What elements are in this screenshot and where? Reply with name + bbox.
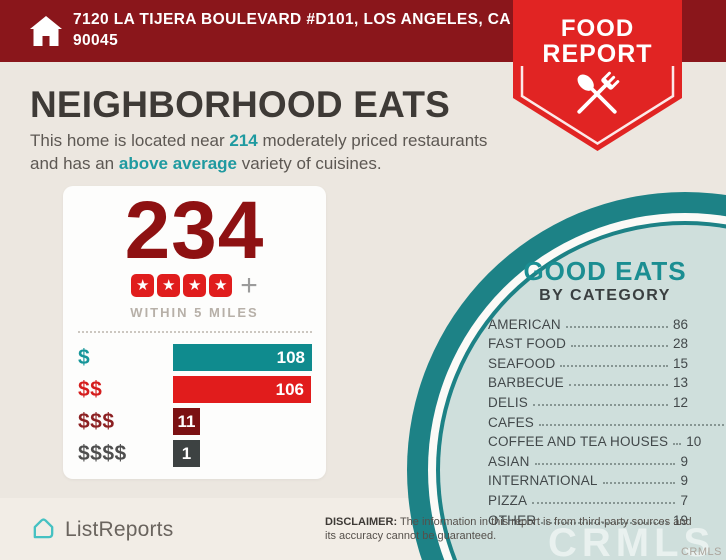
category-row: COFFEE AND TEA HOUSES 10 [488,430,701,450]
dot-leader [571,345,668,348]
category-value: 86 [672,316,688,332]
category-value: 7 [680,492,688,508]
price-tier-label: $$$ [78,409,115,433]
dot-leader [532,501,676,504]
good-eats-title: GOOD EATS [523,256,687,286]
category-label: INTERNATIONAL [488,473,598,489]
category-label: DELIS [488,394,529,410]
star-icon: ★ [131,274,155,297]
dot-leader [533,403,668,406]
plus-sign: + [240,269,258,302]
summary-card: 234 ★ ★ ★ ★ + WITHIN 5 MILES $ 108 $$ 10… [63,186,326,479]
disclaimer: DISCLAIMER: The information in this repo… [325,516,697,544]
category-row: INTERNATIONAL 9 [488,469,688,489]
dotted-divider [78,331,312,333]
category-row: PIZZA 7 [488,488,688,508]
dot-leader [568,384,668,387]
bar-row: $ 108 [78,344,312,371]
page-title: NEIGHBORHOOD EATS [30,84,451,125]
brand-name: ListReports [65,518,174,541]
food-report-ribbon: FOOD REPORT [513,0,682,156]
listreports-logo: ListReports [30,514,173,546]
intro-seg-5: variety of cuisines. [237,153,382,173]
category-value: 13 [672,375,688,391]
price-bar: 108 [172,344,312,371]
category-value: 15 [672,355,688,371]
property-address: 7120 LA TIJERA BOULEVARD #D101, LOS ANGE… [73,10,523,52]
home-icon [29,14,63,53]
disclaimer-label: DISCLAIMER: [325,516,398,528]
category-value: 10 [686,434,702,450]
category-value: 28 [672,336,688,352]
category-row: OTHER 19 [488,508,688,528]
category-label: COFFEE AND TEA HOUSES [488,434,669,450]
by-category-subtitle: BY CATEGORY [539,287,671,304]
price-tier-label: $ [78,345,91,369]
bar-value: 106 [275,379,304,399]
category-row: AMERICAN 86 [488,312,688,332]
bar-row: $$ 106 [78,376,312,403]
ribbon-banner-shape [513,0,682,151]
category-list: AMERICAN 86 FAST FOOD 28 SEAFOOD 15 BARBECU… [488,312,726,528]
restaurant-count-highlight: 214 [229,131,258,150]
category-label: AMERICAN [488,316,561,332]
dot-leader [539,423,726,426]
category-value: 12 [672,394,688,410]
dot-leader [541,521,668,524]
category-value: 19 [672,512,688,528]
category-row: DELIS 12 [488,390,688,410]
star-icon: ★ [157,274,181,297]
bar-value: 108 [276,347,305,367]
address-line-2: 90045 [73,31,119,49]
category-label: CAFES [488,414,535,430]
watermark-crmls: CRMLS [548,521,716,560]
dot-leader [560,364,668,367]
corner-crmls: CRMLS [680,546,722,558]
category-row: ASIAN 9 [488,449,688,469]
ribbon-title-report: REPORT [542,40,653,68]
bar-row: $$$$ 1 [78,440,312,467]
price-bar: 11 [173,408,200,435]
category-label: BARBECUE [488,375,564,391]
address-line-1: 7120 LA TIJERA BOULEVARD #D101, LOS ANGE… [73,11,511,28]
star-icon: ★ [209,274,233,297]
price-bar: 106 [173,376,311,403]
category-label: SEAFOOD [488,355,556,371]
ribbon-title-food: FOOD [560,15,635,42]
dot-leader [565,325,668,328]
intro-text: This home is located near 214 moderately… [30,130,512,176]
category-label: ASIAN [488,453,530,469]
category-value: 9 [680,453,688,469]
price-tier-label: $$$$ [78,441,127,465]
category-row: CAFES [488,410,726,430]
bar-value: 11 [177,411,196,431]
category-label: PIZZA [488,492,528,508]
within-miles-label: WITHIN 5 MILES [130,305,259,320]
star-rating: ★ ★ ★ ★ + [63,269,326,302]
category-label: FAST FOOD [488,336,567,352]
category-label: OTHER [488,512,537,528]
bar-value: 1 [181,443,192,463]
category-row: FAST FOOD 28 [488,332,688,352]
category-row: BARBECUE 13 [488,371,688,391]
category-row: SEAFOOD 15 [488,351,688,371]
price-bar: 1 [173,440,200,467]
category-value: 9 [680,473,688,489]
intro-seg-1: This home is located near [30,131,230,150]
disclaimer-text: The information in this report is from t… [325,516,692,542]
dot-leader [534,462,676,465]
bar-row: $$$ 11 [78,408,312,435]
total-restaurants-count: 234 [124,185,265,276]
price-tier-bar-chart: $ 108 $$ 106 $$$ 11 $$$$ 1 [78,344,312,472]
variety-highlight: above average [118,153,237,173]
listreports-home-icon [30,514,57,546]
star-icon: ★ [183,274,207,297]
crossed-spoon-fork-icon [566,64,628,129]
price-tier-label: $$ [78,377,103,401]
intro-seg-3: moderately priced restaurants and has an [30,131,488,173]
ribbon-title: FOOD REPORT [513,15,682,69]
dot-leader [673,443,682,446]
dot-leader [602,482,676,485]
